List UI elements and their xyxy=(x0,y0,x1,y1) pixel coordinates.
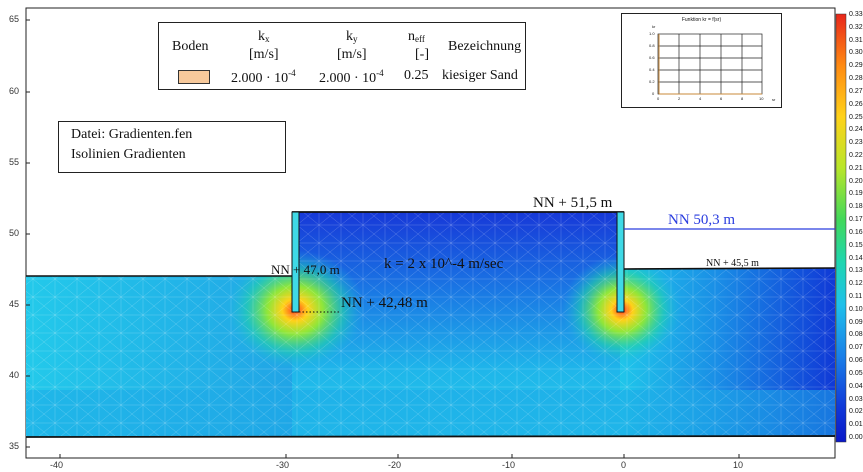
colorbar-label: 0.33 xyxy=(849,11,863,18)
colorbar-label: 0.22 xyxy=(849,152,863,159)
legend-neff-value: 0.25 xyxy=(404,68,429,83)
inset-x-tick: 0 xyxy=(657,96,660,101)
legend-material-swatch xyxy=(178,70,210,84)
legend-header-neff-unit: [-] xyxy=(415,47,429,62)
colorbar-label: 0.29 xyxy=(849,62,863,70)
sheet-pile-left xyxy=(291,211,300,313)
y-tick-label: 50 xyxy=(9,228,20,238)
bottom-boundary-line xyxy=(25,435,836,438)
colorbar-label: 0.13 xyxy=(849,267,863,275)
x-tick-label: 0 xyxy=(621,460,627,470)
inset-x-tick: 8 xyxy=(741,96,744,101)
colorbar-label: 0.10 xyxy=(849,305,863,313)
sheet-pile-right xyxy=(616,211,625,313)
x-tick-label: -10 xyxy=(502,460,516,470)
colorbar-label: 0.02 xyxy=(849,408,863,416)
legend-header-neff: neff xyxy=(408,29,425,44)
colorbar-label: 0.18 xyxy=(849,203,863,211)
inset-grid xyxy=(657,33,763,95)
inset-y-tick: 0.8 xyxy=(649,43,655,48)
colorbar-label: 0.32 xyxy=(849,23,863,31)
axis-ticks xyxy=(26,19,740,458)
inset-x-tick: 10 xyxy=(759,96,764,101)
colorbar-label: 0.01 xyxy=(849,421,863,429)
colorbar-label: 0.04 xyxy=(849,382,863,390)
x-tick-label: -20 xyxy=(388,460,402,470)
colorbar-label: 0.23 xyxy=(849,139,863,147)
colorbar-label: 0.00 xyxy=(849,434,863,441)
colorbar-label: 0.14 xyxy=(849,254,863,262)
inset-y-tick: 1.0 xyxy=(649,31,655,36)
wall-top-level-label: NN + 51,5 m xyxy=(533,195,613,211)
inset-x-tick: 6 xyxy=(720,96,723,101)
inset-y-label: kr xyxy=(652,24,656,29)
colorbar-label: 0.24 xyxy=(849,126,863,134)
x-tick-label: 10 xyxy=(733,460,744,470)
inset-title: Funktion kr = f(sr) xyxy=(681,17,722,23)
plot-description-label: Isolinien Gradienten xyxy=(71,147,186,162)
colorbar-label: 0.21 xyxy=(849,164,863,172)
legend-header-boden: Boden xyxy=(172,39,209,54)
colorbar-label: 0.15 xyxy=(849,241,863,249)
inset-x-tick: 4 xyxy=(699,96,702,101)
legend-ky-value: 2.000 · 10-4 xyxy=(319,68,384,86)
legend-header-bezeichnung: Bezeichnung xyxy=(448,39,522,54)
permeability-label: k = 2 x 10^-4 m/sec xyxy=(384,256,504,272)
y-tick-label: 45 xyxy=(9,299,20,309)
colorbar-label: 0.09 xyxy=(849,318,863,326)
legend-material-name: kiesiger Sand xyxy=(442,68,518,83)
colorbar-label: 0.12 xyxy=(849,280,863,288)
colorbar-label: 0.31 xyxy=(849,36,863,44)
legend-kx-value: 2.000 · 10-4 xyxy=(231,68,296,86)
legend-header-ky-unit: [m/s] xyxy=(337,47,367,62)
soil-domain xyxy=(26,212,835,437)
plot-frame xyxy=(25,7,836,459)
colorbar-label: 0.17 xyxy=(849,216,863,224)
colorbar-label: 0.06 xyxy=(849,357,863,365)
colorbar-label: 0.28 xyxy=(849,75,863,83)
file-name-label: Datei: Gradienten.fen xyxy=(71,127,193,142)
file-info-box: Datei: Gradienten.fen Isolinien Gradient… xyxy=(58,121,286,173)
inset-x-label: sr xyxy=(772,97,776,102)
inset-y-tick: 0 xyxy=(652,91,655,96)
y-tick-label: 35 xyxy=(9,441,20,451)
colorbar-label: 0.25 xyxy=(849,113,863,121)
colorbar-label: 0.27 xyxy=(849,87,863,95)
right-ground-line xyxy=(623,267,836,270)
y-tick-label: 40 xyxy=(9,370,20,380)
water-level-label: NN 50,3 m xyxy=(668,212,736,228)
wall-tip-level-label: NN + 42,48 m xyxy=(341,295,428,311)
right-ground-level-label: NN + 45,5 m xyxy=(706,258,759,269)
colorbar-label: 0.11 xyxy=(849,293,863,300)
inset-y-tick: 0.4 xyxy=(649,67,655,72)
x-tick-label: -40 xyxy=(50,460,64,470)
inset-y-tick: 0.6 xyxy=(649,55,655,60)
legend-header-ky: ky xyxy=(346,29,358,44)
y-tick-label: 60 xyxy=(9,86,20,96)
colorbar-label: 0.03 xyxy=(849,395,863,403)
colorbar-label: 0.26 xyxy=(849,100,863,108)
y-tick-label: 65 xyxy=(9,14,20,24)
y-tick-label: 55 xyxy=(9,157,20,167)
inset-x-tick: 2 xyxy=(678,96,681,101)
legend-header-kx: kx xyxy=(258,29,270,44)
material-legend: Boden kx [m/s] ky [m/s] neff [-] Bezeich… xyxy=(158,22,526,90)
left-ground-level-label: NN + 47,0 m xyxy=(271,262,340,277)
colorbar-label: 0.19 xyxy=(849,190,863,198)
colorbar-label: 0.05 xyxy=(849,369,863,377)
colorbar-label: 0.08 xyxy=(849,331,863,339)
kr-function-inset: Funktion kr = f(sr) kr sr 1.0 0.8 0.6 0.… xyxy=(621,13,782,108)
colorbar-label: 0.16 xyxy=(849,228,863,236)
legend-header-kx-unit: [m/s] xyxy=(249,47,279,62)
inset-y-tick: 0.2 xyxy=(649,79,655,84)
colorbar-scale xyxy=(835,13,847,443)
x-tick-label: -30 xyxy=(276,460,290,470)
colorbar-label: 0.30 xyxy=(849,49,863,57)
colorbar-label: 0.20 xyxy=(849,177,863,185)
colorbar-label: 0.07 xyxy=(849,344,863,352)
